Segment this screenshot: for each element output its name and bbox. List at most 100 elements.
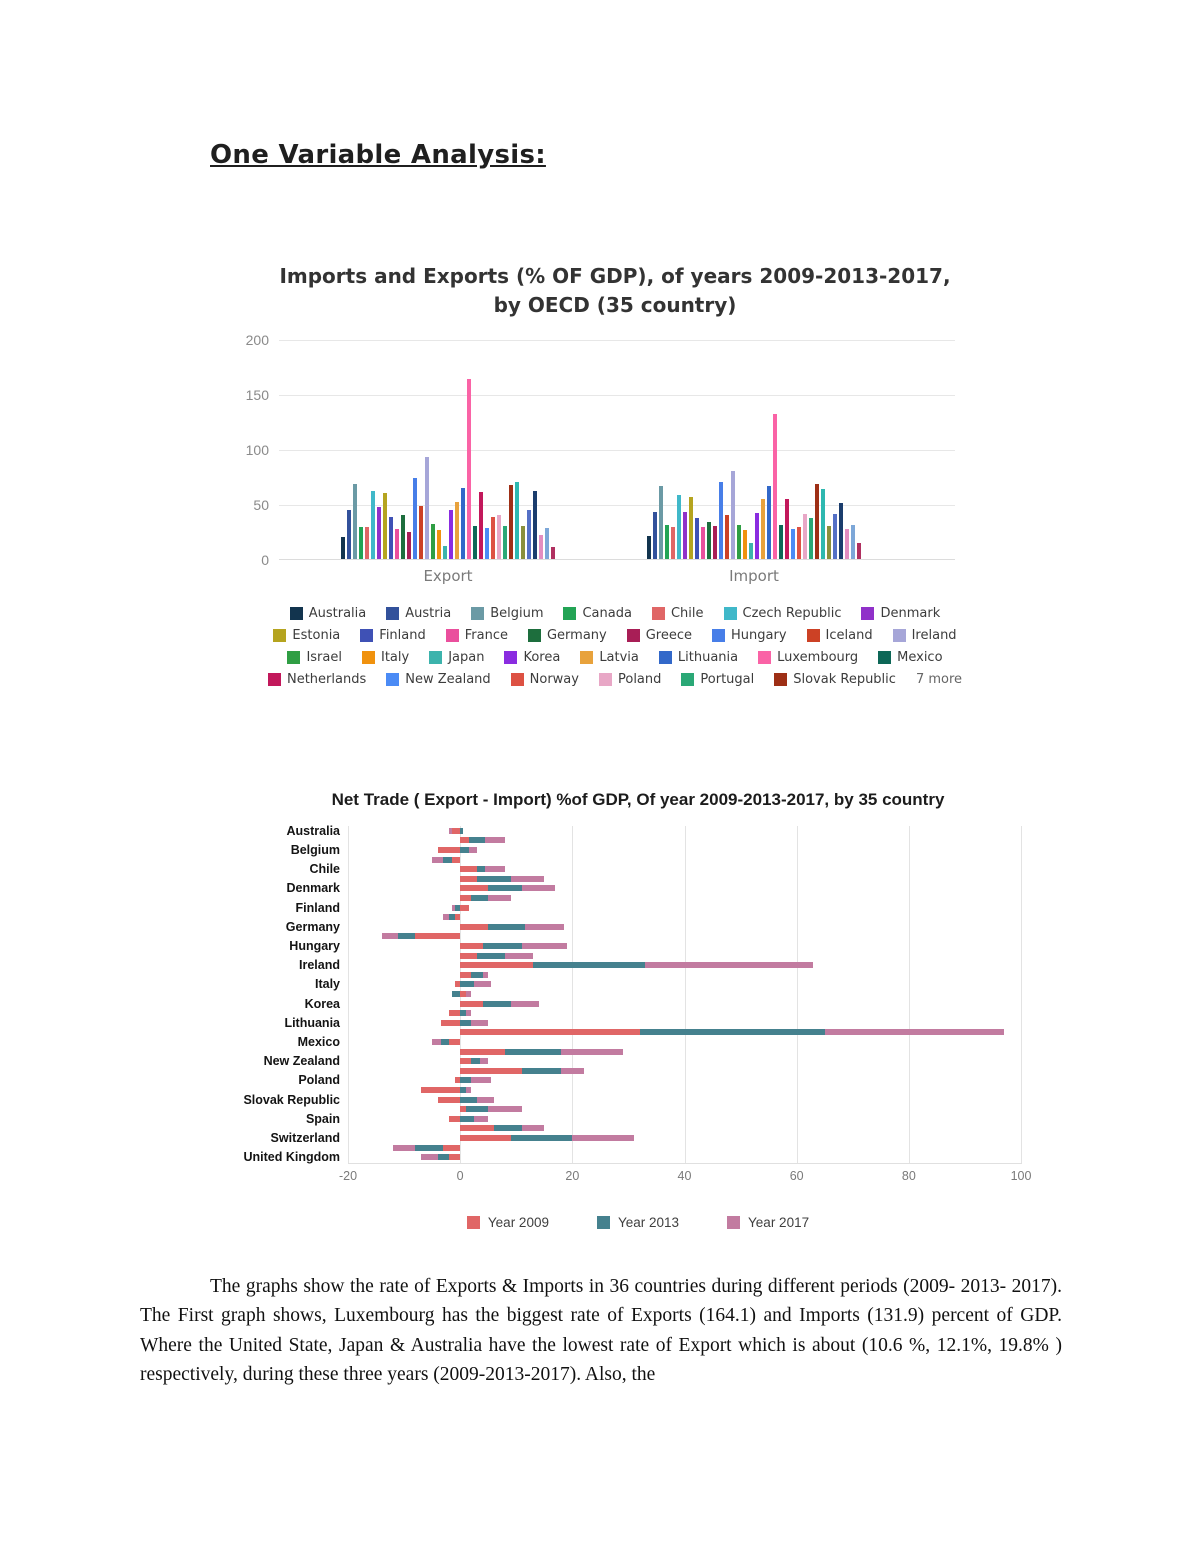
legend-swatch xyxy=(723,607,737,620)
bar-segment xyxy=(448,1038,461,1046)
bar-segment xyxy=(460,1115,475,1122)
legend-swatch xyxy=(563,607,577,620)
legend-item: Canada xyxy=(563,606,632,621)
bar-segment xyxy=(440,1038,449,1046)
legend-swatch xyxy=(580,651,594,664)
bar xyxy=(695,518,699,559)
bar xyxy=(827,526,831,559)
legend-swatch xyxy=(289,607,303,620)
bar-segment xyxy=(468,846,477,854)
legend-label: Estonia xyxy=(292,628,341,643)
legend-swatch xyxy=(758,651,772,664)
legend-item: Luxembourg xyxy=(758,650,858,665)
bar xyxy=(467,378,471,559)
bar-segment xyxy=(415,1144,444,1151)
bar-segment xyxy=(471,1019,489,1026)
legend-item: Denmark xyxy=(861,606,940,621)
bar xyxy=(647,535,651,559)
bar-segment xyxy=(479,1058,489,1065)
legend-label: Japan xyxy=(448,650,485,665)
bar-segment xyxy=(485,837,506,844)
chart2-x-axis: -20 0 20 40 60 80 100 xyxy=(339,1169,1031,1191)
bar-segment xyxy=(474,1115,489,1122)
legend-label: Netherlands xyxy=(286,672,367,687)
bar-segment xyxy=(476,1096,494,1103)
gridline xyxy=(279,450,955,451)
legend-swatch xyxy=(287,651,301,664)
bar-segment xyxy=(645,962,814,969)
bar xyxy=(485,528,489,559)
bar-segment xyxy=(521,885,556,892)
legend-label: New Zealand xyxy=(405,672,491,687)
bar-segment xyxy=(505,1048,562,1055)
bar-segment xyxy=(437,1096,461,1103)
bar-segment xyxy=(420,1154,438,1161)
bar-segment xyxy=(485,866,506,873)
y-axis-label: Poland xyxy=(298,1073,340,1088)
legend-swatch xyxy=(445,629,459,642)
legend-label: Year 2017 xyxy=(748,1215,810,1230)
bar xyxy=(509,485,513,559)
bar-segment xyxy=(443,1144,461,1151)
legend-item: Year 2009 xyxy=(466,1215,549,1230)
bar xyxy=(791,529,795,559)
legend-swatch xyxy=(386,673,400,686)
bar xyxy=(851,524,855,559)
bar xyxy=(665,524,669,559)
bar-segment xyxy=(521,1125,545,1132)
legend-item: Estonia xyxy=(273,628,340,643)
bar-segment xyxy=(476,866,486,873)
bar xyxy=(545,528,549,559)
legend-item: Lithuania xyxy=(658,650,738,665)
bar-segment xyxy=(454,904,461,911)
y-axis-label: Denmark xyxy=(286,881,341,896)
gridline xyxy=(908,826,910,1163)
bar xyxy=(731,471,735,559)
chart1-title-line1: Imports and Exports (% OF GDP), of years… xyxy=(279,264,951,288)
bar-segment xyxy=(471,971,483,978)
y-axis-label: Australia xyxy=(286,823,341,838)
bar xyxy=(779,524,783,559)
legend-label: Poland xyxy=(617,672,662,687)
y-axis-label: Slovak Republic xyxy=(243,1092,340,1107)
legend-item: New Zealand xyxy=(386,672,491,687)
bar-segment xyxy=(482,971,489,978)
y-axis-label: Spain xyxy=(305,1111,340,1126)
legend-more-label: 7 more xyxy=(915,672,963,687)
bar-segment xyxy=(465,1106,489,1113)
bar xyxy=(413,477,417,559)
bar-segment xyxy=(460,875,477,882)
legend-item: Netherlands xyxy=(267,672,367,687)
bar xyxy=(383,493,387,559)
legend-item: Japan xyxy=(429,650,484,665)
bar-segment xyxy=(454,981,461,988)
page-title: One Variable Analysis: xyxy=(210,140,546,170)
bar xyxy=(767,486,771,559)
bar xyxy=(437,530,441,559)
bar-segment xyxy=(460,866,477,873)
bar-segment xyxy=(451,827,461,834)
bar-segment xyxy=(460,894,472,902)
bar-segment xyxy=(460,846,469,854)
bar xyxy=(725,515,729,559)
legend-swatch xyxy=(510,673,524,686)
legend-item: Hungary xyxy=(712,628,787,643)
y-tick-label: 0 xyxy=(261,552,269,568)
bar xyxy=(821,488,825,559)
bar-segment xyxy=(460,923,489,930)
y-axis-label: Mexico xyxy=(297,1035,340,1049)
bar xyxy=(455,501,459,559)
legend-label: Year 2009 xyxy=(487,1215,549,1230)
legend-item: Latvia xyxy=(580,650,639,665)
bar-segment xyxy=(510,1000,539,1007)
legend-swatch xyxy=(471,607,485,620)
bar-segment xyxy=(561,1067,584,1074)
bar xyxy=(701,527,705,559)
legend-swatch xyxy=(273,629,287,642)
bar-segment xyxy=(460,1048,506,1055)
bar-segment xyxy=(460,904,469,911)
legend-swatch xyxy=(360,629,374,642)
chart2-title: Net Trade ( Export - Import) %of GDP, Of… xyxy=(331,790,945,809)
bar-segment xyxy=(824,1029,1005,1036)
legend-label: Finland xyxy=(379,628,426,643)
